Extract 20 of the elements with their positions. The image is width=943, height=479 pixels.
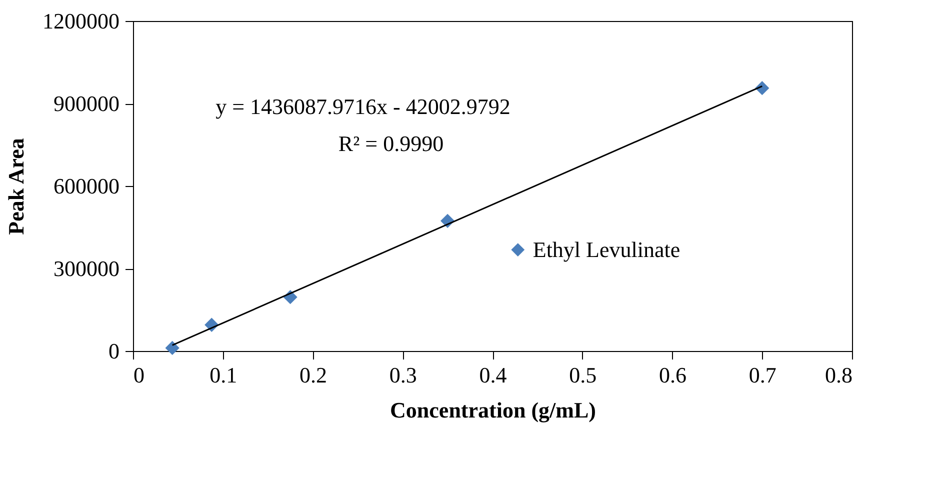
x-tick-label: 0.8 xyxy=(825,362,852,388)
x-tick-label: 0.5 xyxy=(569,362,597,388)
x-axis-title: Concentration (g/mL) xyxy=(390,398,596,422)
x-tick-label: 0.6 xyxy=(659,362,686,388)
y-axis-title: Peak Area xyxy=(4,138,28,235)
annotation: R² = 0.9990 xyxy=(338,131,444,156)
annotation: y = 1436087.9716x - 42002.9792 xyxy=(216,94,510,119)
x-tick-label: 0.1 xyxy=(210,362,238,388)
x-tick-label: 0.7 xyxy=(748,362,776,388)
y-tick-label: 0 xyxy=(108,338,120,364)
x-tick-label: 0.4 xyxy=(479,362,507,388)
x-tick-label: 0.3 xyxy=(389,362,417,388)
point xyxy=(165,340,180,356)
y-tick-label: 900000 xyxy=(54,91,120,116)
x-tick-label: 0 xyxy=(134,362,144,388)
y-tick-label: 300000 xyxy=(54,256,120,281)
x-tick-label: 0.2 xyxy=(300,362,327,388)
legend-label: Ethyl Levulinate xyxy=(532,236,680,262)
y-tick-label: 1200000 xyxy=(42,8,120,34)
y-tick-label: 600000 xyxy=(54,174,120,198)
